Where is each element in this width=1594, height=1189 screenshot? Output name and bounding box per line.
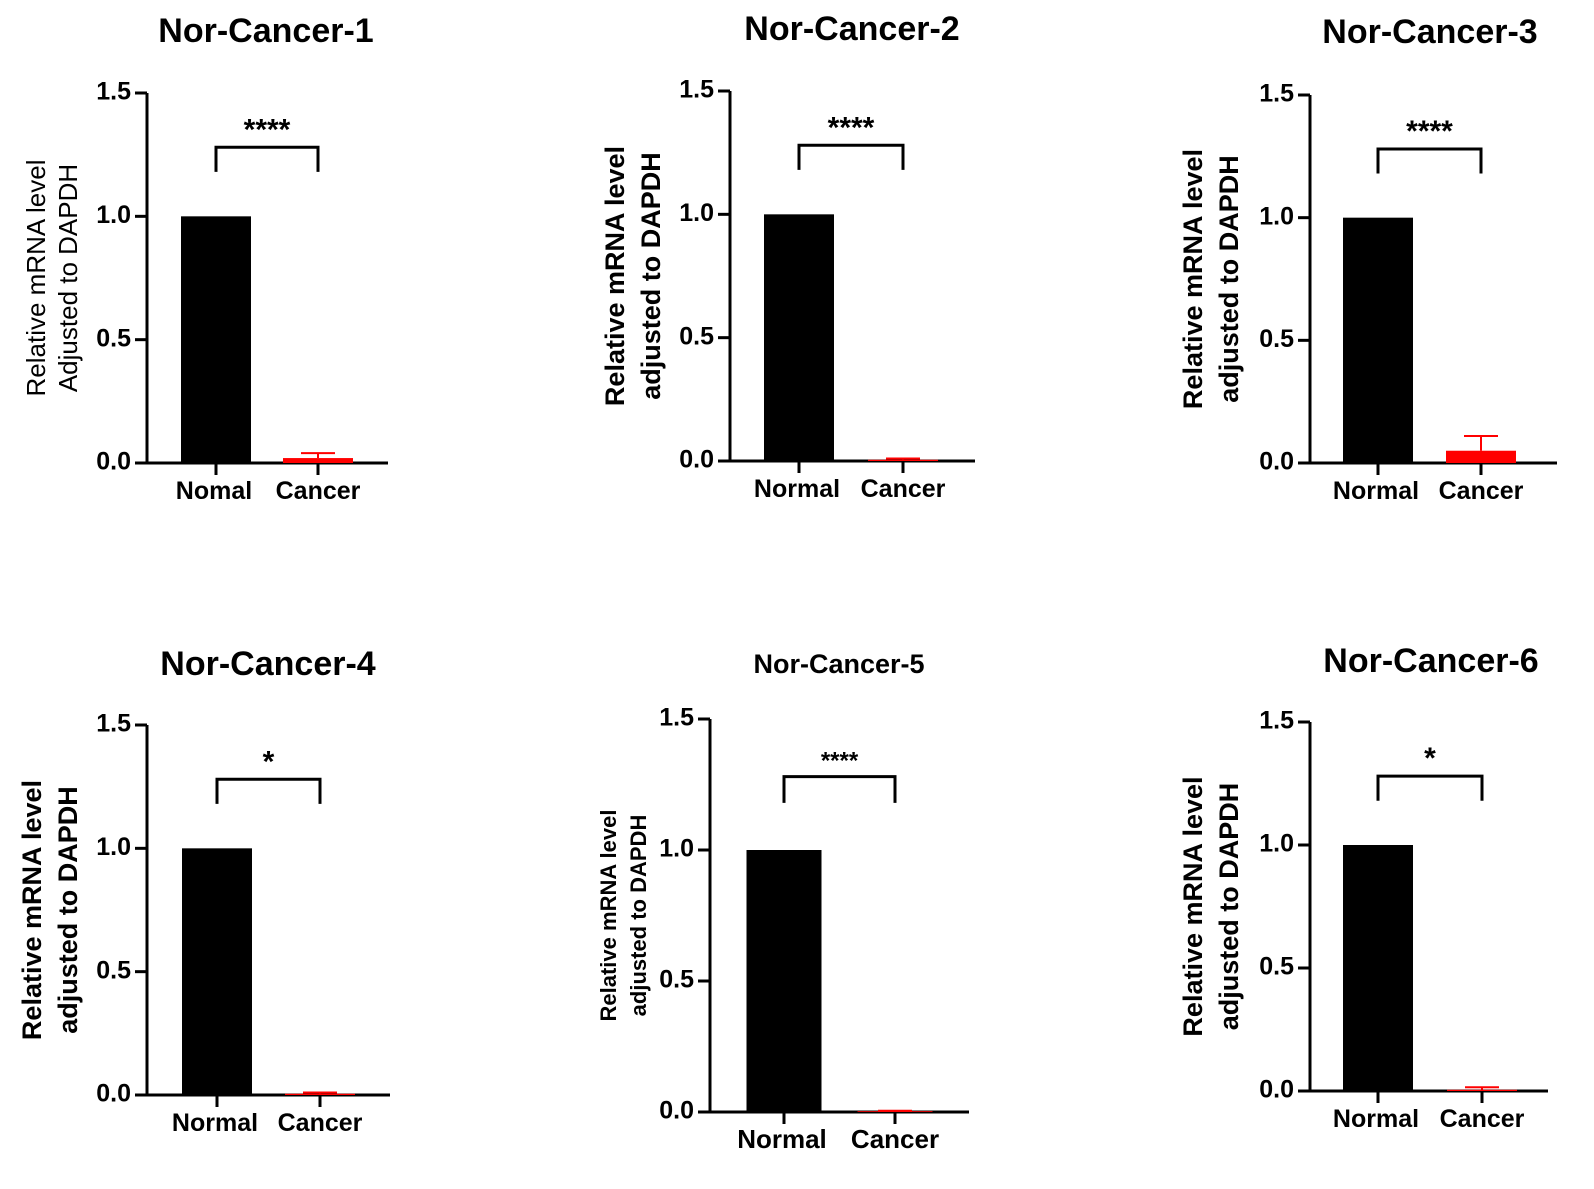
significance-bracket (797, 143, 905, 170)
x-tick-label: Normal (754, 475, 840, 503)
chart-title: Nor-Cancer-4 (160, 645, 375, 683)
y-tick-label: 0.5 (96, 324, 131, 352)
y-tick-label: 0.5 (679, 322, 714, 350)
y-tick-label: 0.0 (96, 1080, 131, 1108)
y-axis-label: Adjusted to DAPDH (53, 164, 83, 392)
y-tick-label: 0.0 (96, 448, 131, 476)
significance-label: **** (828, 111, 875, 144)
y-axis-label: Relative mRNA level (596, 810, 621, 1022)
bar-nomal (181, 216, 251, 463)
chart-title: Nor-Cancer-3 (1322, 13, 1537, 51)
y-axis-label: Relative mRNA level (21, 160, 51, 397)
y-axis-label: Relative mRNA level (1178, 776, 1208, 1036)
bar-cancer (283, 458, 353, 463)
y-axis-label: Relative mRNA level (1178, 149, 1208, 409)
significance-bracket (1376, 147, 1483, 174)
significance-bracket (782, 775, 897, 803)
y-tick-label: 1.5 (679, 76, 714, 104)
bar-normal (764, 214, 834, 461)
y-tick-label: 0.5 (659, 966, 694, 994)
x-tick-label: Cancer (861, 475, 946, 503)
chart-title: Nor-Cancer-5 (753, 649, 924, 679)
bar-normal (1343, 845, 1413, 1091)
bar-cancer (868, 459, 938, 461)
x-tick-label: Cancer (276, 477, 361, 505)
x-tick-label: Normal (1333, 477, 1419, 505)
y-tick-label: 1.5 (96, 710, 131, 738)
y-tick-label: 1.5 (659, 704, 694, 732)
y-tick-label: 1.0 (679, 199, 714, 227)
significance-label: * (1424, 742, 1436, 775)
y-axis-label: adjusted to DAPDH (1214, 783, 1244, 1031)
x-tick-label: Cancer (278, 1109, 363, 1137)
bar-cancer (285, 1093, 355, 1095)
y-axis-label: Relative mRNA level (17, 780, 47, 1040)
y-tick-label: 0.5 (1259, 953, 1294, 981)
y-tick-label: 1.0 (1259, 202, 1294, 230)
y-axis-label: adjusted to DAPDH (1214, 155, 1244, 403)
y-tick-label: 1.0 (96, 833, 131, 861)
y-tick-label: 0.5 (1259, 325, 1294, 353)
significance-label: **** (244, 113, 291, 146)
y-tick-label: 1.5 (96, 78, 131, 106)
bar-normal (746, 850, 822, 1112)
x-tick-label: Normal (1333, 1105, 1419, 1133)
x-tick-label: Cancer (1439, 477, 1524, 505)
x-tick-label: Nomal (176, 477, 252, 505)
y-tick-label: 0.0 (659, 1097, 694, 1125)
y-axis-label: adjusted to DAPDH (626, 815, 651, 1017)
x-tick-label: Cancer (851, 1124, 939, 1154)
y-axis-label: Relative mRNA level (600, 146, 630, 406)
significance-bracket (215, 777, 322, 804)
y-tick-label: 0.0 (679, 446, 714, 474)
bar-cancer (1447, 1089, 1517, 1091)
y-axis-label: adjusted to DAPDH (53, 786, 83, 1034)
x-tick-label: Normal (172, 1109, 258, 1137)
significance-label: **** (821, 748, 859, 775)
y-tick-label: 0.5 (96, 956, 131, 984)
significance-label: **** (1406, 115, 1453, 148)
chart-title: Nor-Cancer-6 (1323, 642, 1538, 680)
x-tick-label: Cancer (1440, 1105, 1525, 1133)
y-tick-label: 1.5 (1259, 707, 1294, 735)
x-tick-label: Normal (737, 1124, 827, 1154)
y-axis-label: adjusted to DAPDH (636, 152, 666, 400)
y-tick-label: 1.0 (96, 201, 131, 229)
y-tick-label: 0.0 (1259, 1076, 1294, 1104)
y-tick-label: 1.5 (1259, 80, 1294, 108)
y-tick-label: 1.0 (659, 835, 694, 863)
significance-bracket (1376, 774, 1484, 801)
bar-normal (1343, 217, 1413, 463)
chart-title: Nor-Cancer-1 (158, 12, 373, 50)
y-tick-label: 0.0 (1259, 448, 1294, 476)
bar-cancer (1446, 450, 1516, 463)
significance-bracket (214, 145, 320, 172)
significance-label: * (263, 745, 275, 778)
chart-title: Nor-Cancer-2 (744, 10, 959, 48)
y-tick-label: 1.0 (1259, 830, 1294, 858)
bar-normal (182, 848, 252, 1095)
